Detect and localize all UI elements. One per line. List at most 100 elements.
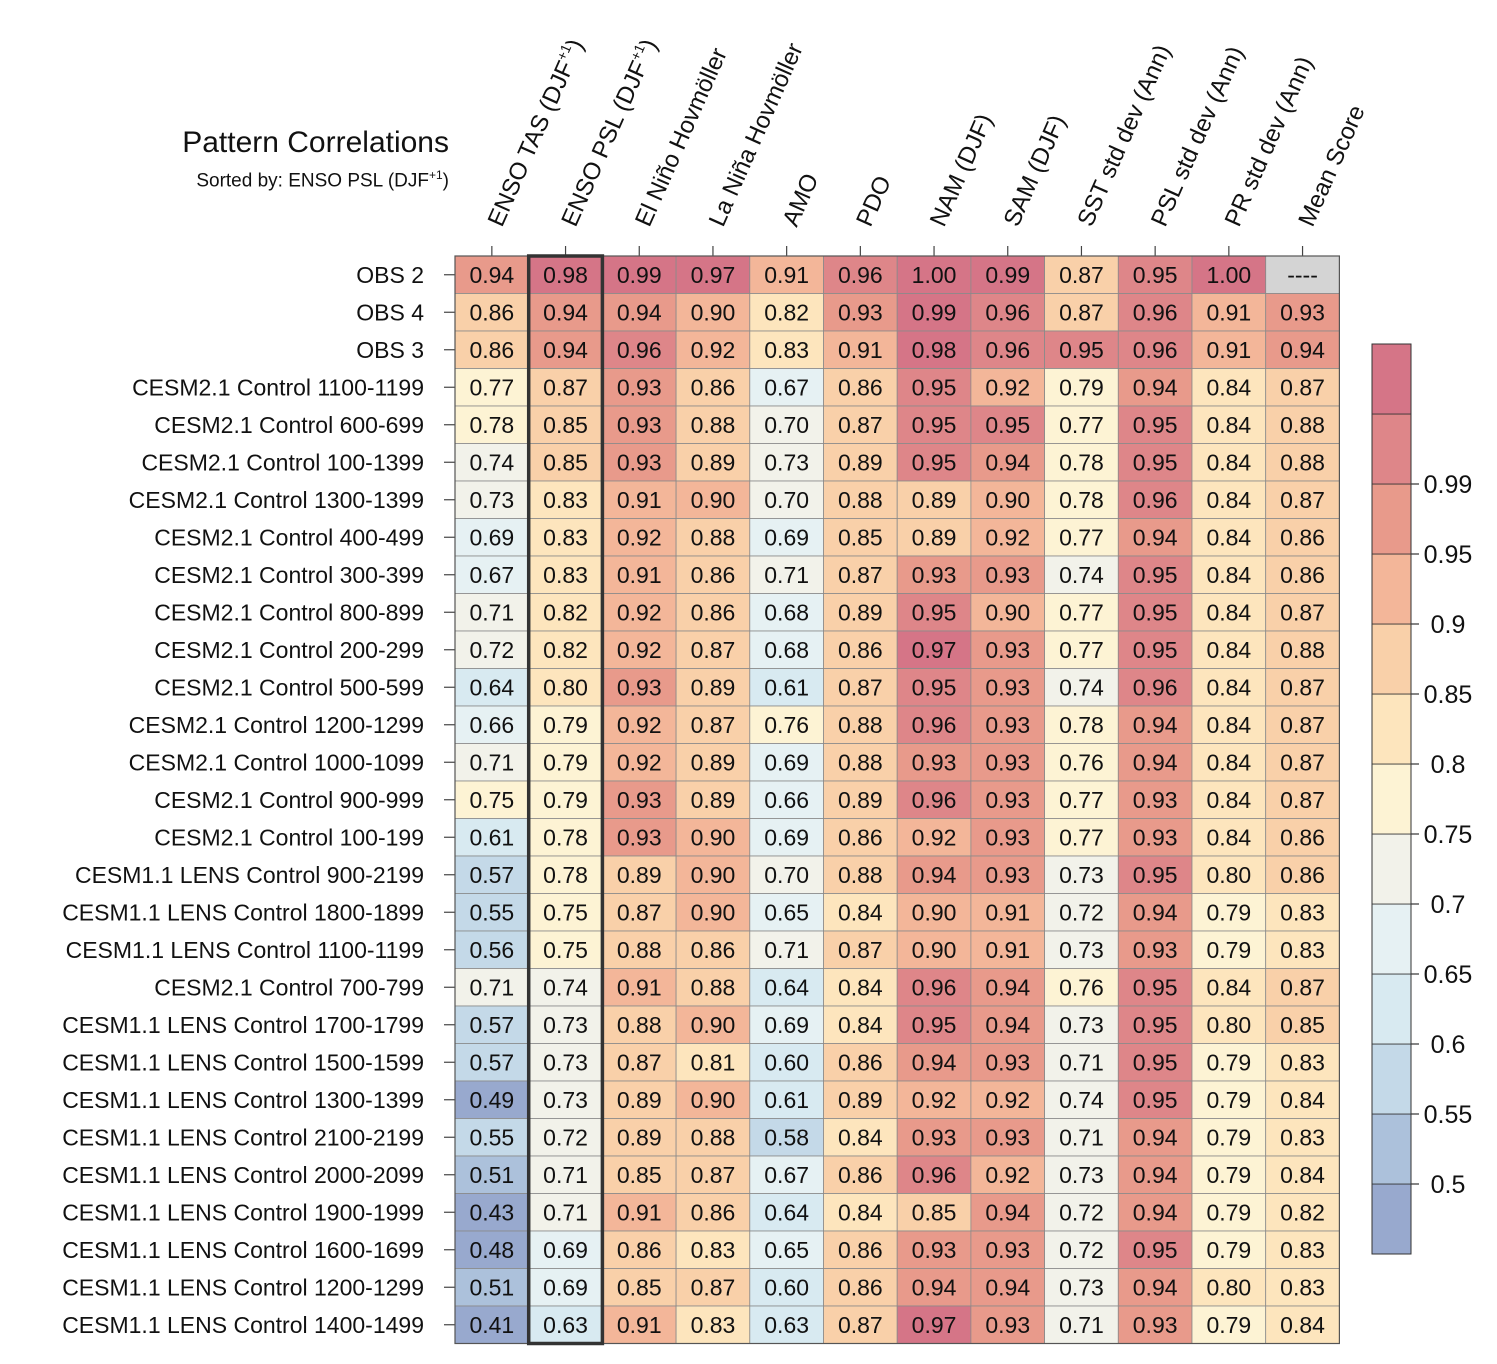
heatmap-cell	[823, 855, 898, 894]
heatmap-cell	[675, 1043, 751, 1082]
heatmap-cell	[1191, 743, 1267, 782]
cell-value: 0.90	[691, 1087, 736, 1113]
heatmap-cell	[454, 630, 530, 669]
cell-value: 0.94	[1133, 524, 1178, 550]
cell-value: 0.88	[691, 974, 736, 1000]
cell-value: 0.88	[838, 862, 883, 888]
cell-value: 1.00	[912, 262, 957, 288]
cell-value: 0.71	[469, 749, 514, 775]
cell-value: 0.89	[838, 1087, 883, 1113]
heatmap-cell	[528, 968, 603, 1007]
cell-value: 0.72	[543, 1124, 588, 1150]
cell-value: 0.72	[1059, 1237, 1104, 1263]
cell-value: 0.93	[985, 712, 1030, 738]
cell-value: 0.79	[1206, 1237, 1251, 1263]
heatmap-cell	[1191, 443, 1267, 482]
heatmap-cell	[675, 930, 751, 969]
heatmap-cell	[823, 518, 898, 557]
column-label: Mean Score	[1293, 101, 1370, 230]
cell-value: 0.89	[617, 862, 662, 888]
heatmap-cell	[1117, 593, 1193, 632]
cell-value: 0.94	[912, 1274, 957, 1300]
heatmap-cell	[454, 668, 530, 707]
cell-value: 0.72	[1059, 1199, 1104, 1225]
colorbar-bin	[1371, 623, 1412, 695]
row-label: CESM2.1 Control 1300-1399	[129, 487, 424, 513]
cell-value: 0.88	[838, 749, 883, 775]
cell-value: 0.86	[1280, 862, 1325, 888]
cell-value: 0.79	[1206, 899, 1251, 925]
heatmap-cell	[454, 518, 530, 557]
heatmap-cell	[602, 818, 677, 857]
cell-value: 0.84	[1206, 487, 1251, 513]
heatmap-cell	[970, 893, 1046, 932]
heatmap-cell	[1117, 780, 1193, 819]
cell-value: 0.79	[543, 787, 588, 813]
cell-value: 0.78	[543, 862, 588, 888]
cell-value: 0.82	[543, 599, 588, 625]
heatmap-cell	[675, 780, 751, 819]
heatmap-cell	[1117, 405, 1193, 444]
heatmap-cell	[1191, 705, 1267, 744]
row-label: CESM1.1 LENS Control 1400-1499	[62, 1312, 424, 1338]
cell-value: 0.93	[985, 749, 1030, 775]
heatmap-cell	[675, 1230, 751, 1269]
heatmap-cell	[675, 443, 751, 482]
cell-value: 0.88	[1280, 449, 1325, 475]
cell-value: 0.93	[912, 1124, 957, 1150]
cell-value: 0.43	[469, 1199, 514, 1225]
heatmap-cell	[528, 255, 603, 294]
cell-value: 0.92	[985, 1162, 1030, 1188]
cell-value: 0.96	[1133, 299, 1178, 325]
row-label: CESM1.1 LENS Control 1700-1799	[62, 1012, 424, 1038]
heatmap-cell	[823, 930, 898, 969]
cell-value: 0.94	[1133, 374, 1178, 400]
cell-value: 0.68	[764, 637, 809, 663]
cell-value: 0.87	[838, 674, 883, 700]
heatmap-border	[454, 255, 1341, 1345]
heatmap-cell	[749, 1193, 824, 1232]
heatmap-cell	[896, 968, 972, 1007]
cell-value: 0.89	[912, 524, 957, 550]
cell-value: 0.95	[1133, 412, 1178, 438]
cell-value: 0.48	[469, 1237, 514, 1263]
cell-value: 0.76	[1059, 974, 1104, 1000]
heatmap-cell	[602, 1005, 677, 1044]
cell-value: 0.90	[985, 487, 1030, 513]
cell-value: 0.97	[912, 637, 957, 663]
cell-value: 0.80	[1206, 1012, 1251, 1038]
cell-value: 0.79	[1206, 1049, 1251, 1075]
row-label: OBS 4	[356, 299, 424, 325]
cell-value: 0.96	[838, 262, 883, 288]
colorbar-bin	[1371, 973, 1412, 1045]
cell-value: 0.57	[469, 862, 514, 888]
heatmap-cell	[1117, 330, 1193, 369]
heatmap-cell	[1265, 1005, 1340, 1044]
cell-value: 0.92	[617, 712, 662, 738]
heatmap-cell	[675, 1305, 751, 1344]
column-label: SAM (DJF)	[999, 111, 1072, 230]
heatmap-cell	[896, 743, 972, 782]
heatmap-cell	[1191, 1193, 1267, 1232]
cell-value: 0.94	[469, 262, 514, 288]
cell-value: 0.93	[1133, 787, 1178, 813]
heatmap-cell	[1265, 1305, 1340, 1344]
cell-value: 0.84	[1280, 1312, 1325, 1338]
heatmap-cell	[1265, 255, 1340, 294]
heatmap-cell	[896, 893, 972, 932]
heatmap-cell	[602, 255, 677, 294]
heatmap-cell	[675, 593, 751, 632]
colorbar-bin	[1371, 1113, 1412, 1185]
column-label-sup: +1	[627, 41, 648, 62]
cell-value: 0.77	[1059, 637, 1104, 663]
heatmap-cell	[1191, 1230, 1267, 1269]
heatmap-cell	[896, 293, 972, 332]
cell-value: 0.93	[985, 1237, 1030, 1263]
cell-value: 0.84	[838, 1124, 883, 1150]
cell-value: 0.89	[691, 674, 736, 700]
heatmap-cell	[1191, 1268, 1267, 1307]
cell-value: 0.74	[1059, 562, 1104, 588]
heatmap-cell	[1117, 705, 1193, 744]
cell-value: 0.93	[985, 1124, 1030, 1150]
cell-value: 0.92	[617, 524, 662, 550]
